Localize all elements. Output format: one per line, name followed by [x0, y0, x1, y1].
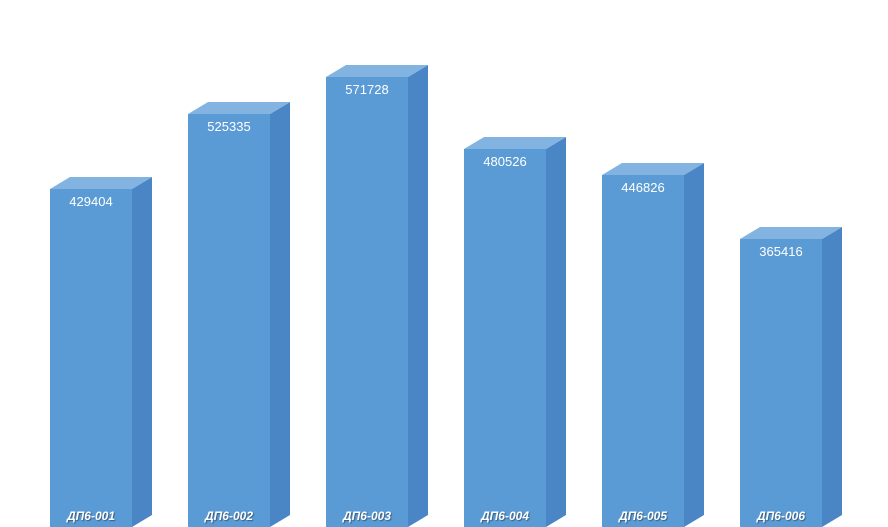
bar-side [822, 227, 842, 527]
bar-side [132, 177, 152, 527]
bar-side [684, 163, 704, 527]
bar-front [326, 77, 408, 527]
bar-5: 446826ДП6-005 [602, 163, 704, 527]
bar-2: 525335ДП6-002 [188, 102, 290, 527]
bar-4: 480526ДП6-004 [464, 137, 566, 527]
bar-front [188, 114, 270, 527]
bar-front [740, 239, 822, 527]
bar-front [50, 189, 132, 527]
bar-side [408, 65, 428, 527]
bar-side [270, 102, 290, 527]
bar-1: 429404ДП6-001 [50, 177, 152, 527]
bar-3: 571728ДП6-003 [326, 65, 428, 527]
bar-side [546, 137, 566, 527]
bar-chart-3d: 429404ДП6-001 525335ДП6-002 571728ДП6-003 4… [0, 0, 888, 527]
bar-front [464, 149, 546, 527]
bar-6: 365416ДП6-006 [740, 227, 842, 527]
bar-front [602, 175, 684, 527]
